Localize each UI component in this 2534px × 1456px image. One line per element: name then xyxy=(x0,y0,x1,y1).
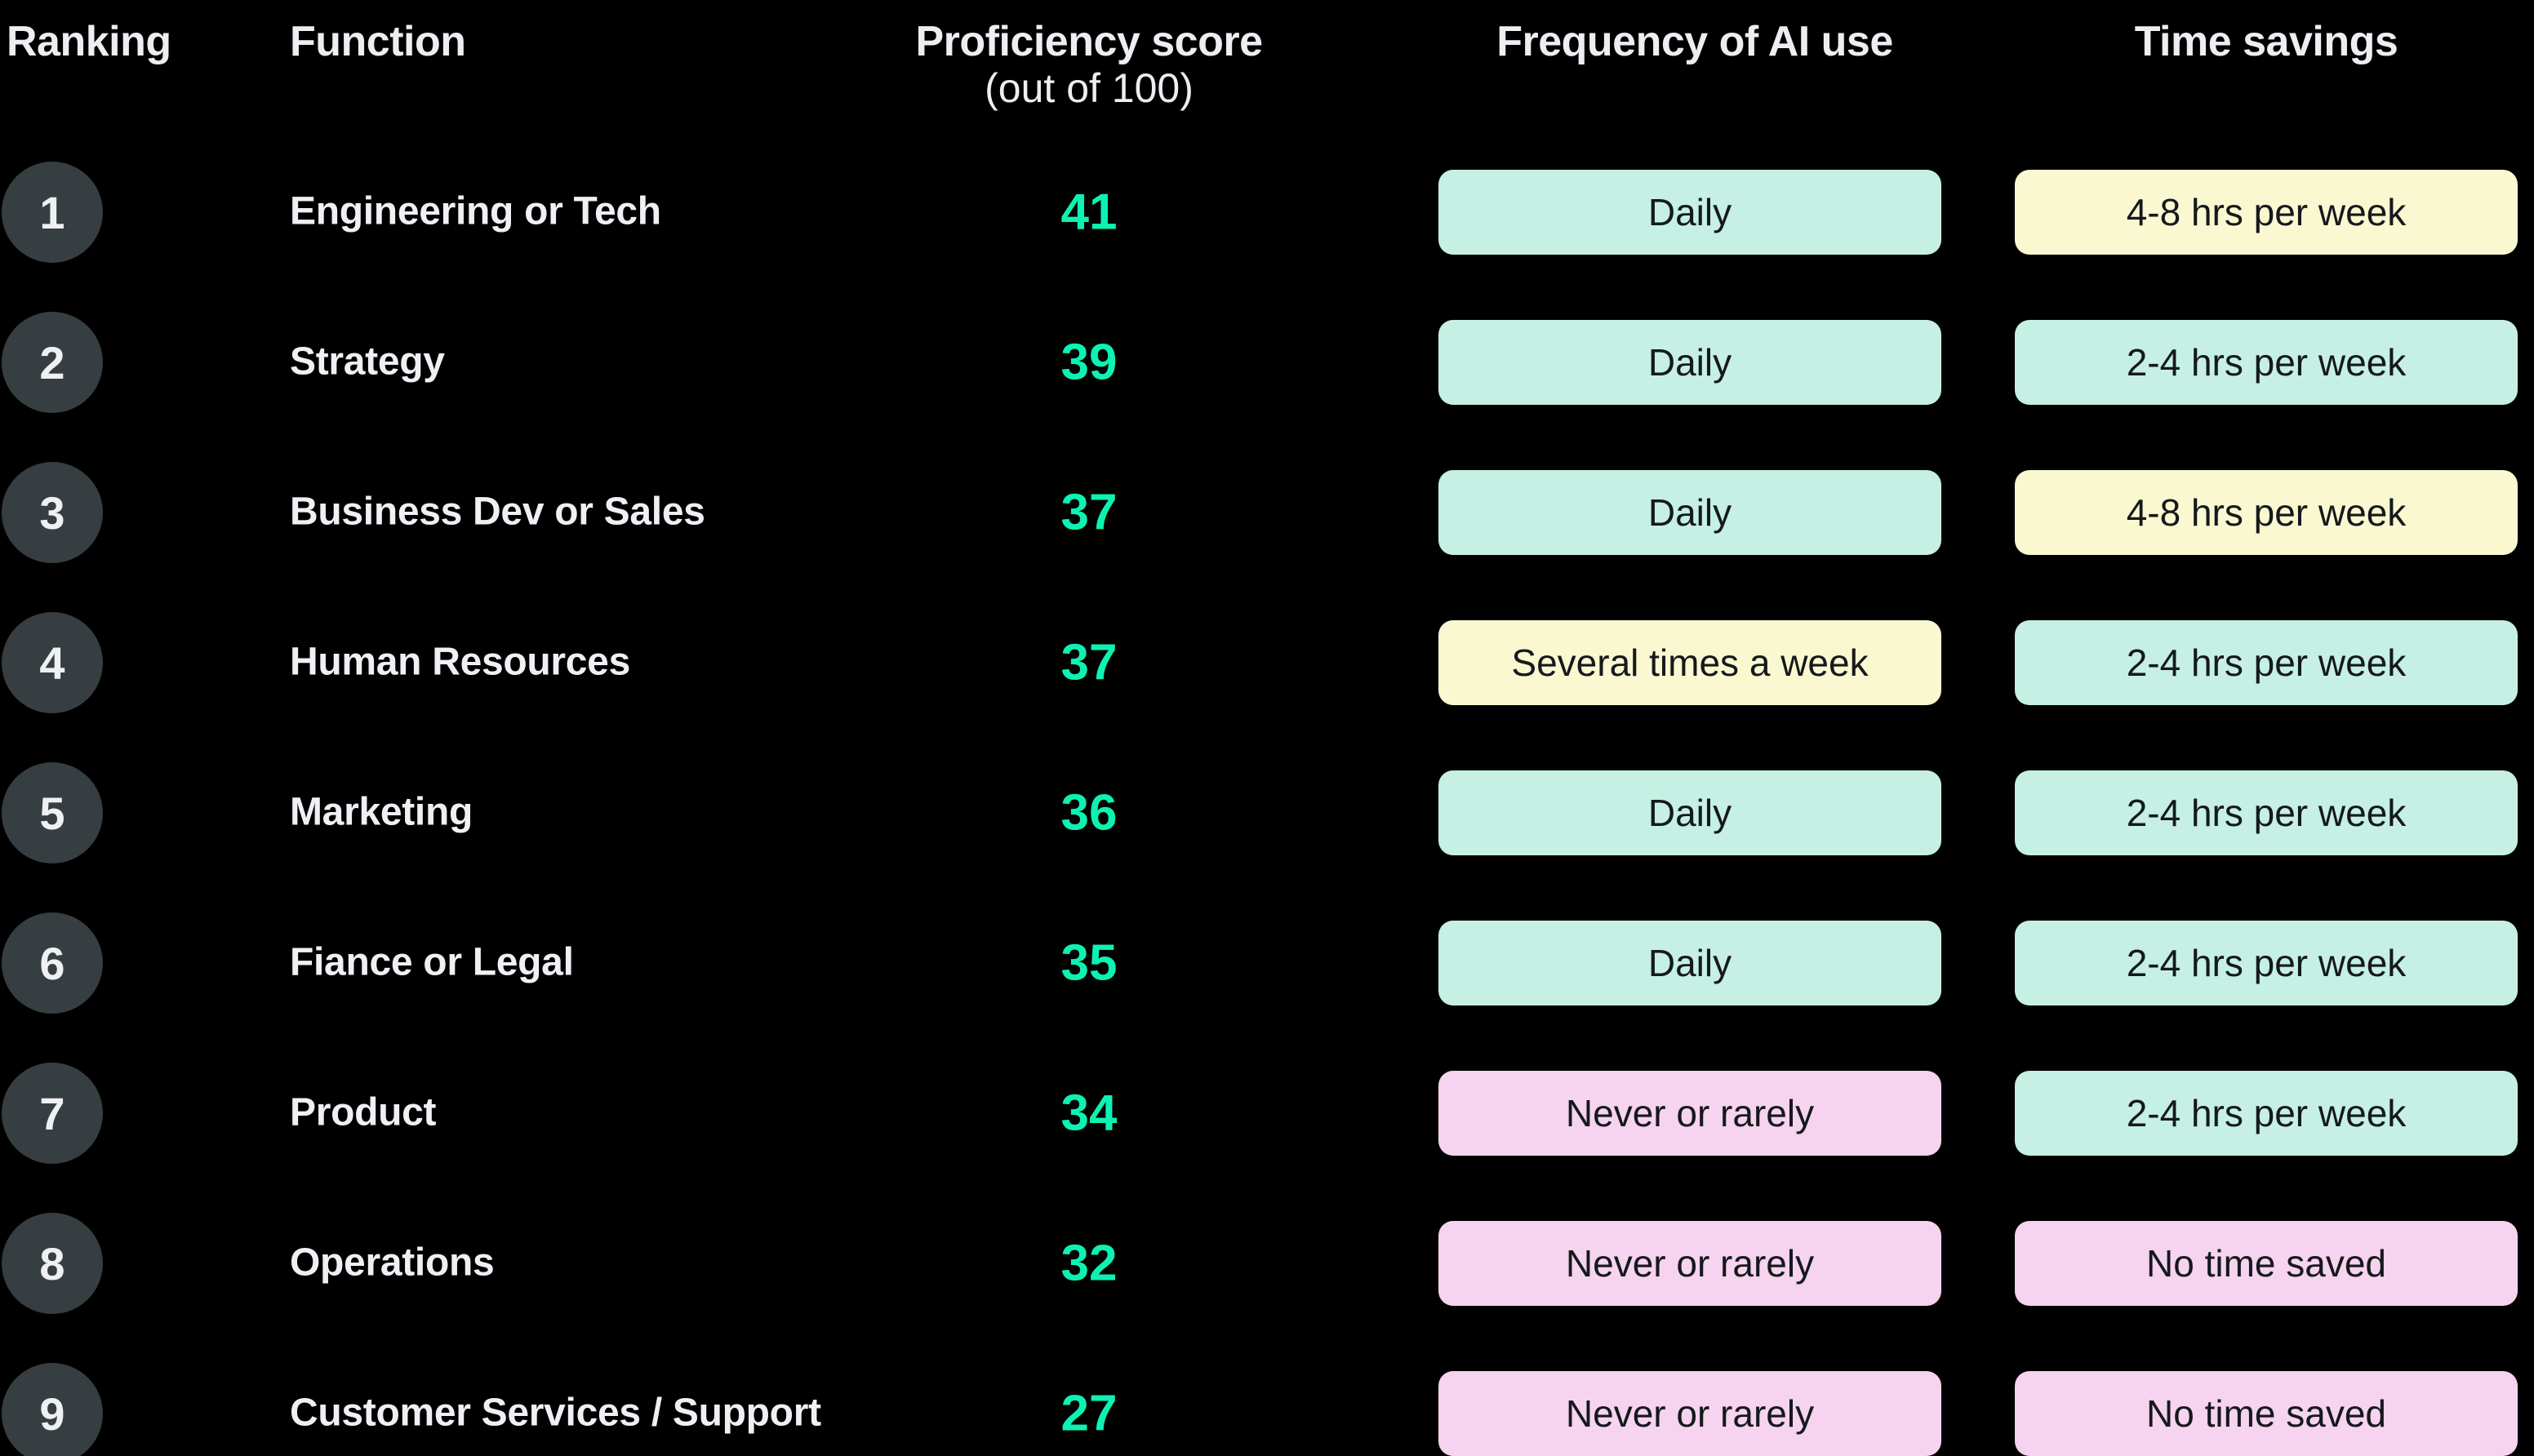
function-label: Business Dev or Sales xyxy=(290,490,705,534)
function-label: Marketing xyxy=(290,790,473,834)
table-row: 8 Operations 32 Never or rarely No time … xyxy=(0,1188,2534,1338)
function-label: Engineering or Tech xyxy=(290,189,661,233)
table-row: 1 Engineering or Tech 41 Daily 4-8 hrs p… xyxy=(0,137,2534,287)
table-row: 9 Customer Services / Support 27 Never o… xyxy=(0,1338,2534,1456)
frequency-badge: Never or rarely xyxy=(1438,1221,1941,1306)
time-savings-badge: 2-4 hrs per week xyxy=(2015,770,2518,855)
time-savings-badge: 2-4 hrs per week xyxy=(2015,921,2518,1005)
header-frequency: Frequency of AI use xyxy=(1496,18,1893,65)
proficiency-score-value: 27 xyxy=(1060,1385,1118,1442)
time-savings-badge: 4-8 hrs per week xyxy=(2015,470,2518,555)
proficiency-score-value: 37 xyxy=(1060,484,1118,541)
table-header: Ranking Function Proficiency score (out … xyxy=(0,0,2534,137)
time-savings-badge: No time saved xyxy=(2015,1371,2518,1456)
proficiency-score-value: 39 xyxy=(1060,334,1118,391)
table-row: 2 Strategy 39 Daily 2-4 hrs per week xyxy=(0,287,2534,437)
header-proficiency-score-subtitle: (out of 100) xyxy=(985,65,1194,112)
rank-badge: 1 xyxy=(2,162,103,263)
table-body: 1 Engineering or Tech 41 Daily 4-8 hrs p… xyxy=(0,137,2534,1456)
table-row: 4 Human Resources 37 Several times a wee… xyxy=(0,588,2534,738)
proficiency-score-value: 37 xyxy=(1060,634,1118,691)
frequency-badge: Several times a week xyxy=(1438,620,1941,705)
header-function: Function xyxy=(290,18,466,65)
header-ranking: Ranking xyxy=(7,18,171,65)
table-row: 7 Product 34 Never or rarely 2-4 hrs per… xyxy=(0,1038,2534,1188)
header-proficiency-score-title: Proficiency score xyxy=(915,18,1263,65)
frequency-badge: Daily xyxy=(1438,770,1941,855)
header-time-savings: Time savings xyxy=(2134,18,2398,65)
time-savings-badge: 2-4 hrs per week xyxy=(2015,620,2518,705)
table-row: 5 Marketing 36 Daily 2-4 hrs per week xyxy=(0,738,2534,888)
time-savings-badge: 2-4 hrs per week xyxy=(2015,320,2518,405)
time-savings-badge: 2-4 hrs per week xyxy=(2015,1071,2518,1156)
frequency-badge: Never or rarely xyxy=(1438,1071,1941,1156)
table-row: 3 Business Dev or Sales 37 Daily 4-8 hrs… xyxy=(0,437,2534,588)
header-proficiency-score: Proficiency score (out of 100) xyxy=(844,18,1334,111)
rank-badge: 8 xyxy=(2,1213,103,1314)
rank-badge: 6 xyxy=(2,912,103,1014)
function-label: Customer Services / Support xyxy=(290,1391,821,1435)
frequency-badge: Daily xyxy=(1438,470,1941,555)
proficiency-score-value: 35 xyxy=(1060,934,1118,992)
time-savings-badge: No time saved xyxy=(2015,1221,2518,1306)
proficiency-score-value: 32 xyxy=(1060,1235,1118,1292)
function-label: Operations xyxy=(290,1241,495,1285)
rank-badge: 9 xyxy=(2,1363,103,1456)
function-label: Product xyxy=(290,1090,437,1134)
rank-badge: 5 xyxy=(2,762,103,863)
function-label: Strategy xyxy=(290,340,445,384)
frequency-badge: Daily xyxy=(1438,921,1941,1005)
proficiency-score-value: 34 xyxy=(1060,1085,1118,1142)
rank-badge: 4 xyxy=(2,612,103,713)
proficiency-score-value: 41 xyxy=(1060,184,1118,241)
table-row: 6 Fiance or Legal 35 Daily 2-4 hrs per w… xyxy=(0,888,2534,1038)
proficiency-score-value: 36 xyxy=(1060,784,1118,841)
rank-badge: 2 xyxy=(2,312,103,413)
time-savings-badge: 4-8 hrs per week xyxy=(2015,170,2518,255)
function-label: Fiance or Legal xyxy=(290,940,574,984)
frequency-badge: Daily xyxy=(1438,170,1941,255)
frequency-badge: Never or rarely xyxy=(1438,1371,1941,1456)
frequency-badge: Daily xyxy=(1438,320,1941,405)
rank-badge: 3 xyxy=(2,462,103,563)
rank-badge: 7 xyxy=(2,1063,103,1164)
function-label: Human Resources xyxy=(290,640,630,684)
